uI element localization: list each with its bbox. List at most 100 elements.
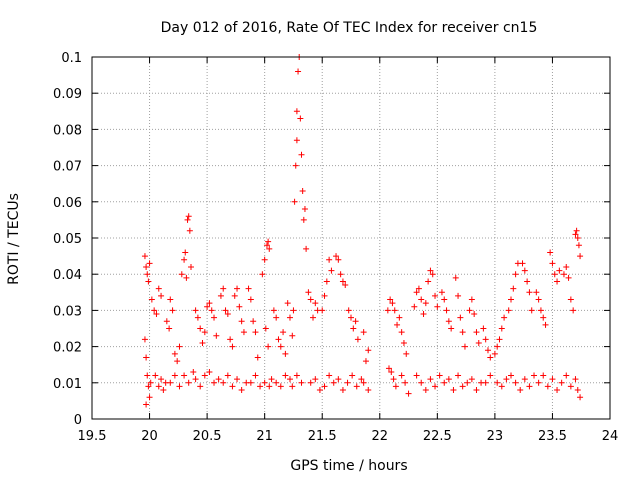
data-point <box>394 321 401 328</box>
data-point <box>190 368 197 375</box>
data-point <box>461 343 468 350</box>
data-point <box>411 303 418 310</box>
data-point <box>238 318 245 325</box>
y-tick-label: 0.05 <box>53 232 82 247</box>
data-point <box>524 278 531 285</box>
data-point <box>155 285 162 292</box>
data-point <box>521 267 528 274</box>
data-point <box>163 318 170 325</box>
data-point <box>280 329 287 336</box>
data-point <box>540 372 547 379</box>
data-point <box>415 285 422 292</box>
data-point <box>432 292 439 299</box>
data-point <box>282 350 289 357</box>
data-point <box>312 376 319 383</box>
data-point <box>167 296 174 303</box>
data-point <box>262 325 269 332</box>
data-point <box>563 372 570 379</box>
data-point <box>240 329 247 336</box>
data-point <box>350 325 357 332</box>
data-point <box>153 311 160 318</box>
data-point <box>337 271 344 278</box>
data-point <box>254 354 261 361</box>
data-point <box>554 387 561 394</box>
data-point <box>224 311 231 318</box>
data-point <box>392 383 399 390</box>
data-point <box>344 379 351 386</box>
data-point <box>275 336 282 343</box>
data-point <box>450 387 457 394</box>
data-point <box>349 372 356 379</box>
x-tick-label: 20.5 <box>193 429 222 444</box>
data-point <box>358 376 365 383</box>
data-point <box>353 383 360 390</box>
data-point <box>290 307 297 314</box>
data-point <box>143 401 150 408</box>
data-point <box>413 372 420 379</box>
data-point <box>234 376 241 383</box>
x-tick-label: 22 <box>372 429 389 444</box>
data-point <box>261 379 268 386</box>
data-point <box>466 307 473 314</box>
data-point <box>537 307 544 314</box>
data-point <box>250 318 257 325</box>
data-point <box>427 376 434 383</box>
data-point <box>577 253 584 260</box>
y-tick-label: 0.02 <box>53 341 82 356</box>
data-point <box>333 253 340 260</box>
data-point <box>300 216 307 223</box>
data-point <box>145 278 152 285</box>
data-point <box>229 343 236 350</box>
x-tick-label: 21 <box>256 429 273 444</box>
data-point <box>512 379 519 386</box>
data-point <box>323 278 330 285</box>
data-point <box>265 238 272 245</box>
data-point <box>310 314 317 321</box>
data-point <box>480 325 487 332</box>
data-point <box>215 376 222 383</box>
data-point <box>263 242 270 249</box>
data-point <box>217 292 224 299</box>
data-point <box>464 379 471 386</box>
data-point <box>563 263 570 270</box>
x-tick-label: 23 <box>487 429 504 444</box>
data-point <box>293 108 300 115</box>
y-tick-label: 0.08 <box>53 123 82 138</box>
data-point <box>438 289 445 296</box>
data-point <box>186 227 193 234</box>
data-point <box>213 332 220 339</box>
data-point <box>176 343 183 350</box>
data-point <box>508 296 515 303</box>
data-point <box>259 271 266 278</box>
data-point <box>220 285 227 292</box>
data-point <box>422 300 429 307</box>
data-point <box>418 379 425 386</box>
data-point <box>549 376 556 383</box>
data-point <box>471 311 478 318</box>
data-point <box>211 314 218 321</box>
data-point <box>475 339 482 346</box>
data-point <box>319 307 326 314</box>
data-point <box>388 368 395 375</box>
data-point <box>194 314 201 321</box>
x-axis-label: GPS time / hours <box>290 458 407 474</box>
data-point <box>427 267 434 274</box>
data-point <box>273 314 280 321</box>
data-point <box>452 274 459 281</box>
data-point <box>508 372 515 379</box>
data-point <box>144 271 151 278</box>
data-point <box>181 256 188 263</box>
data-point <box>365 347 372 354</box>
data-point <box>443 307 450 314</box>
data-point <box>247 379 254 386</box>
data-point <box>146 260 153 267</box>
data-point <box>405 390 412 397</box>
data-point <box>398 372 405 379</box>
data-point <box>544 383 551 390</box>
data-point <box>352 318 359 325</box>
data-point <box>348 314 354 321</box>
data-point <box>316 387 323 394</box>
data-point <box>181 372 188 379</box>
y-tick-label: 0 <box>74 413 82 428</box>
x-tick-labels: 19.5 20 20.5 21 21.5 22 22.5 23 23.5 24 <box>78 429 619 444</box>
